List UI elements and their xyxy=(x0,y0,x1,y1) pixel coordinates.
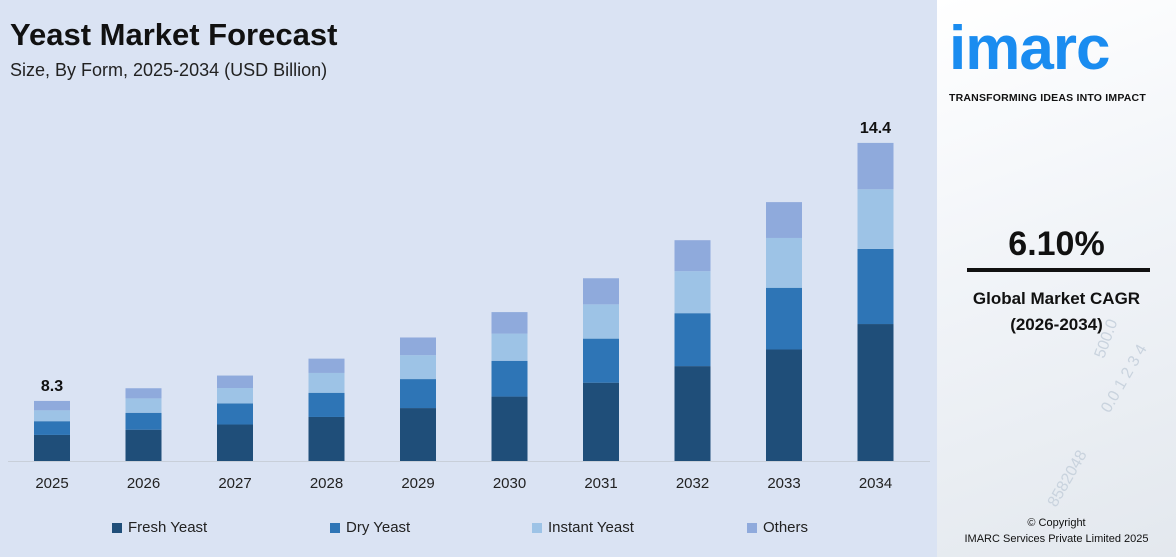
bar-segment-fresh-yeast xyxy=(491,396,528,461)
legend-item: Fresh Yeast xyxy=(112,519,207,536)
x-tick-label: 2032 xyxy=(676,475,709,492)
legend-label: Fresh Yeast xyxy=(128,519,208,536)
bar-segment-instant-yeast xyxy=(217,388,253,404)
legend-item: Others xyxy=(747,519,808,536)
decorative-background: 8582048 xyxy=(1044,447,1091,510)
cagr-label-text: Global Market CAGR xyxy=(972,289,1141,308)
bar-segment-instant-yeast xyxy=(674,271,711,314)
chart-subtitle: Size, By Form, 2025-2034 (USD Billion) xyxy=(10,60,328,80)
bar-segment-fresh-yeast xyxy=(857,324,894,461)
legend-item: Dry Yeast xyxy=(330,519,410,536)
imarc-logo: imarc xyxy=(949,14,1110,83)
bar-segment-instant-yeast xyxy=(34,410,70,422)
legend-label: Dry Yeast xyxy=(346,519,411,536)
bar-segment-instant-yeast xyxy=(766,237,802,288)
bar-segment-fresh-yeast xyxy=(125,429,162,461)
bar-segment-fresh-yeast xyxy=(34,434,70,461)
copyright: © Copyright IMARC Services Private Limit… xyxy=(937,515,1176,547)
chart-title: Yeast Market Forecast xyxy=(10,17,338,52)
x-tick-label: 2034 xyxy=(859,475,892,492)
bar-segment-instant-yeast xyxy=(857,189,894,249)
legend-swatch xyxy=(747,522,757,533)
bar-segment-dry-yeast xyxy=(308,392,345,417)
bar-segment-others xyxy=(125,388,162,399)
bar-segment-instant-yeast xyxy=(125,398,162,413)
bar-segment-fresh-yeast xyxy=(308,416,345,461)
bar-segment-dry-yeast xyxy=(674,313,711,367)
bar-segment-dry-yeast xyxy=(583,338,619,383)
x-tick-label: 2027 xyxy=(218,475,251,492)
data-label: 8.3 xyxy=(41,378,63,395)
bar-segment-dry-yeast xyxy=(766,287,802,350)
x-tick-label: 2028 xyxy=(310,475,343,492)
bar-segment-fresh-yeast xyxy=(400,408,436,461)
cagr-period: (2026-2034) xyxy=(1010,315,1103,334)
legend-swatch xyxy=(532,522,542,533)
cagr-label: Global Market CAGR (2026-2034) xyxy=(937,286,1176,338)
brand-panel: 500.0 0.0 1 2 3 4 8582048 imarc TRANSFOR… xyxy=(937,0,1176,557)
bar-segment-fresh-yeast xyxy=(766,349,802,461)
bar-segment-others xyxy=(583,278,619,305)
data-label: 14.4 xyxy=(860,120,891,137)
legend-swatch xyxy=(112,522,122,533)
bar-segment-instant-yeast xyxy=(491,333,528,361)
x-tick-label: 2031 xyxy=(584,475,617,492)
bar-segment-instant-yeast xyxy=(400,355,436,380)
bar-segment-fresh-yeast xyxy=(583,382,619,461)
bar-segment-others xyxy=(308,358,345,373)
legend-item: Instant Yeast xyxy=(532,519,634,536)
bar-segment-dry-yeast xyxy=(491,360,528,397)
legend-label: Others xyxy=(763,519,809,536)
bar-segment-others xyxy=(674,240,711,272)
bar-segment-dry-yeast xyxy=(125,412,162,430)
bar-segment-others xyxy=(34,400,70,411)
bar-segment-fresh-yeast xyxy=(674,366,711,461)
bar-segment-others xyxy=(217,375,253,389)
x-tick-label: 2033 xyxy=(767,475,800,492)
divider xyxy=(967,268,1150,272)
bar-segment-others xyxy=(491,312,528,334)
bar-segment-others xyxy=(400,337,436,356)
bar-segment-others xyxy=(857,142,894,190)
x-tick-label: 2029 xyxy=(401,475,434,492)
cagr-value: 6.10% xyxy=(1008,225,1105,263)
bar-segment-instant-yeast xyxy=(583,304,619,339)
bar-segment-dry-yeast xyxy=(857,248,894,325)
x-tick-label: 2026 xyxy=(127,475,160,492)
brand-tagline: TRANSFORMING IDEAS INTO IMPACT xyxy=(949,92,1146,104)
stacked-bar-chart: 2025 8.3 2026 2027 2028 2029 2030 2031 2032 2033 2… xyxy=(8,120,930,492)
copyright-company: IMARC Services Private Limited 2025 xyxy=(964,533,1149,545)
bar-segment-dry-yeast xyxy=(400,379,436,409)
bar-segment-others xyxy=(766,202,802,238)
legend-label: Instant Yeast xyxy=(548,519,634,536)
bar-segment-dry-yeast xyxy=(34,421,70,435)
bar-segment-fresh-yeast xyxy=(217,424,253,461)
bar-segment-instant-yeast xyxy=(308,372,345,393)
x-tick-label: 2030 xyxy=(493,475,526,492)
bar-segment-dry-yeast xyxy=(217,403,253,425)
copyright-label: © Copyright xyxy=(1027,517,1086,529)
legend-swatch xyxy=(330,522,340,533)
x-tick-label: 2025 xyxy=(35,475,68,492)
